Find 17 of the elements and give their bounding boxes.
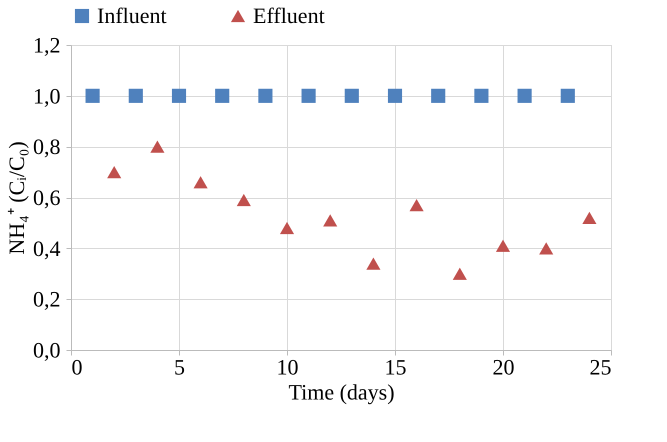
x-tick-label: 25 bbox=[590, 354, 612, 380]
legend-label: Influent bbox=[97, 3, 167, 28]
x-tick-label: 5 bbox=[174, 354, 185, 380]
x-tick-label: 0 bbox=[72, 354, 82, 380]
x-tick-label: 15 bbox=[384, 354, 406, 380]
y-tick-label: 1,0 bbox=[33, 83, 60, 108]
x-tick-label: 20 bbox=[492, 354, 514, 380]
legend-label: Effluent bbox=[253, 3, 325, 28]
y-tick-label: 0,0 bbox=[33, 338, 60, 362]
y-tick-label: 0,6 bbox=[33, 185, 60, 210]
y-tick-label: 0,4 bbox=[33, 236, 60, 261]
y-tick-label: 0,2 bbox=[33, 286, 60, 312]
y-tick-label: 1,2 bbox=[33, 32, 60, 58]
y-tick-label: 0,8 bbox=[33, 134, 60, 160]
x-tick-label: 10 bbox=[276, 354, 298, 380]
y-axis-title: NH₄⁺ (Cᵢ/C₀) bbox=[4, 141, 29, 255]
x-axis-title: Time (days) bbox=[288, 380, 395, 404]
